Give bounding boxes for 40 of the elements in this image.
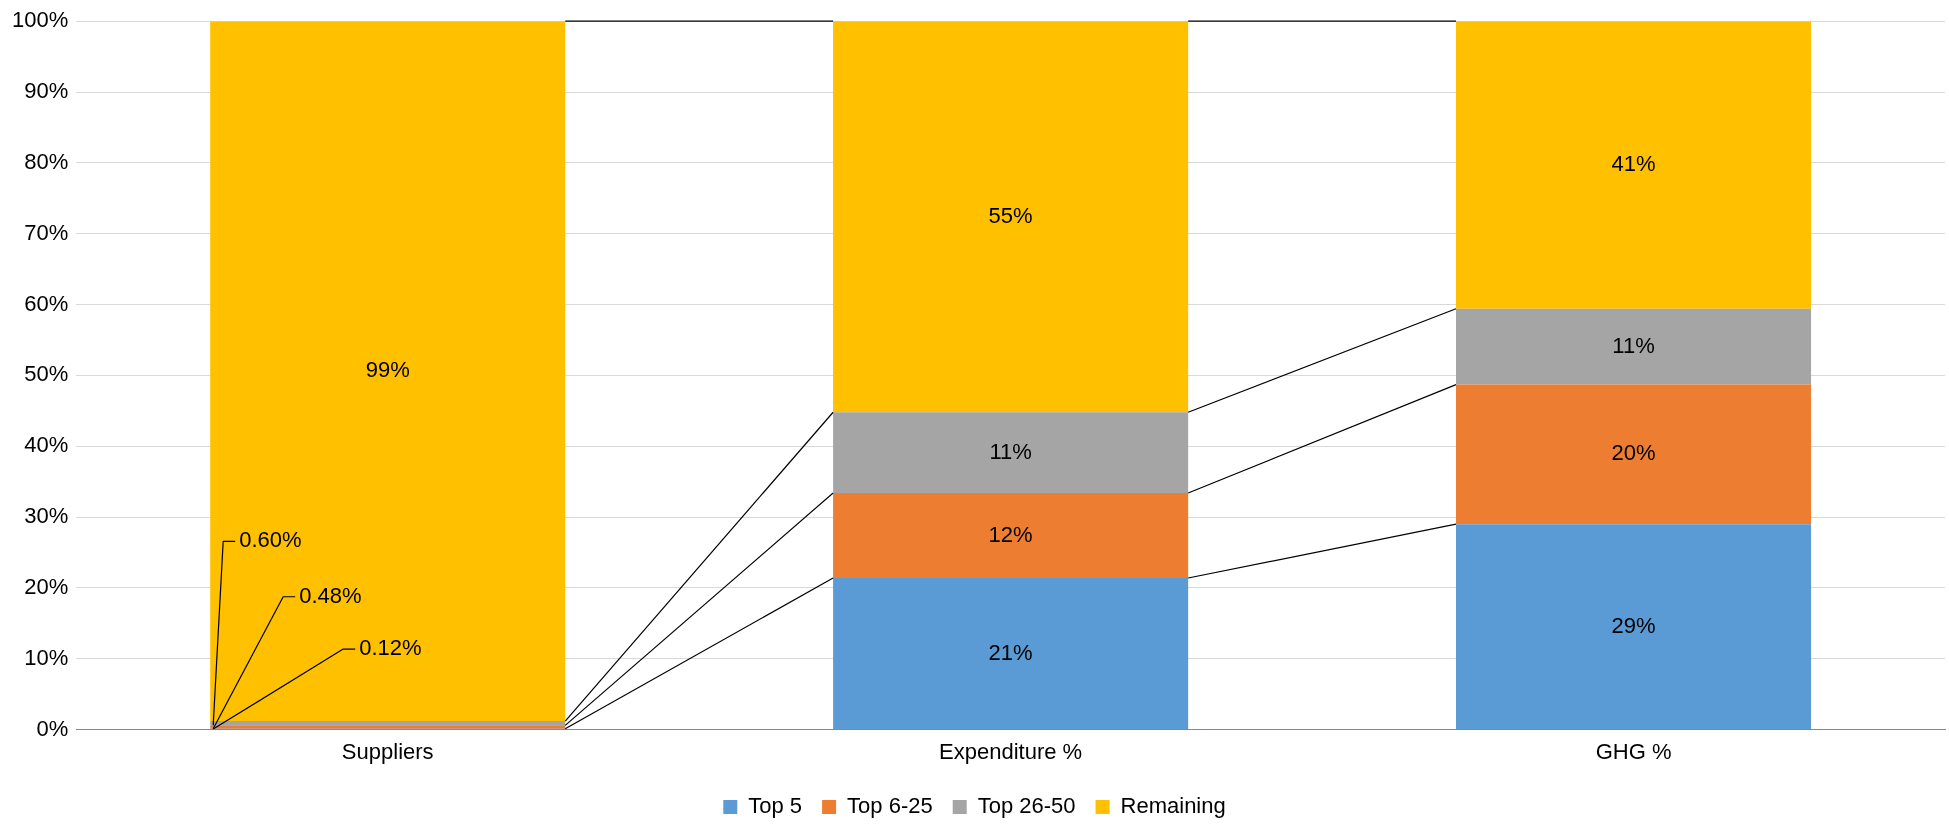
- y-tick-label: 20%: [24, 573, 69, 599]
- bar: [1456, 21, 1812, 309]
- bar: [833, 21, 1189, 413]
- x-tick-label: GHG %: [1595, 738, 1672, 764]
- bar: [210, 721, 566, 726]
- data-label: 21%: [988, 639, 1033, 665]
- y-tick-label: 100%: [11, 7, 69, 33]
- x-tick-label: Suppliers: [341, 738, 434, 764]
- data-label: 20%: [1611, 440, 1656, 466]
- data-label: 12%: [988, 521, 1033, 547]
- y-tick-label: 40%: [24, 432, 69, 458]
- bar: [833, 492, 1189, 578]
- y-tick-label: 90%: [24, 78, 69, 104]
- bar: [210, 21, 566, 722]
- bar: [1456, 524, 1812, 730]
- y-tick-label: 60%: [24, 290, 69, 316]
- x-tick-label: Expenditure %: [939, 738, 1083, 764]
- bar: [833, 412, 1189, 493]
- y-tick-label: 80%: [24, 148, 69, 174]
- legend-label: Top 26-50: [977, 793, 1076, 819]
- data-label: 0.48%: [299, 582, 362, 608]
- data-label: 99%: [365, 357, 410, 383]
- data-label: 11%: [1612, 332, 1655, 358]
- y-tick-label: 70%: [24, 219, 69, 245]
- data-label: 41%: [1611, 151, 1656, 177]
- legend-label: Top 6-25: [847, 793, 933, 819]
- y-tick-label: 0%: [36, 715, 69, 741]
- y-tick-label: 10%: [24, 644, 69, 670]
- bar: [1456, 308, 1812, 385]
- legend-label: Top 5: [748, 793, 803, 819]
- bar: [833, 578, 1189, 730]
- data-label: 55%: [988, 202, 1033, 228]
- bar: [1456, 384, 1812, 525]
- data-label: 11%: [989, 438, 1032, 464]
- data-label: 0.60%: [239, 527, 302, 553]
- data-label: 29%: [1611, 612, 1656, 638]
- y-tick-label: 30%: [24, 503, 69, 529]
- y-tick-label: 50%: [24, 361, 69, 387]
- legend-label: Remaining: [1120, 793, 1226, 819]
- data-label: 0.12%: [359, 635, 422, 661]
